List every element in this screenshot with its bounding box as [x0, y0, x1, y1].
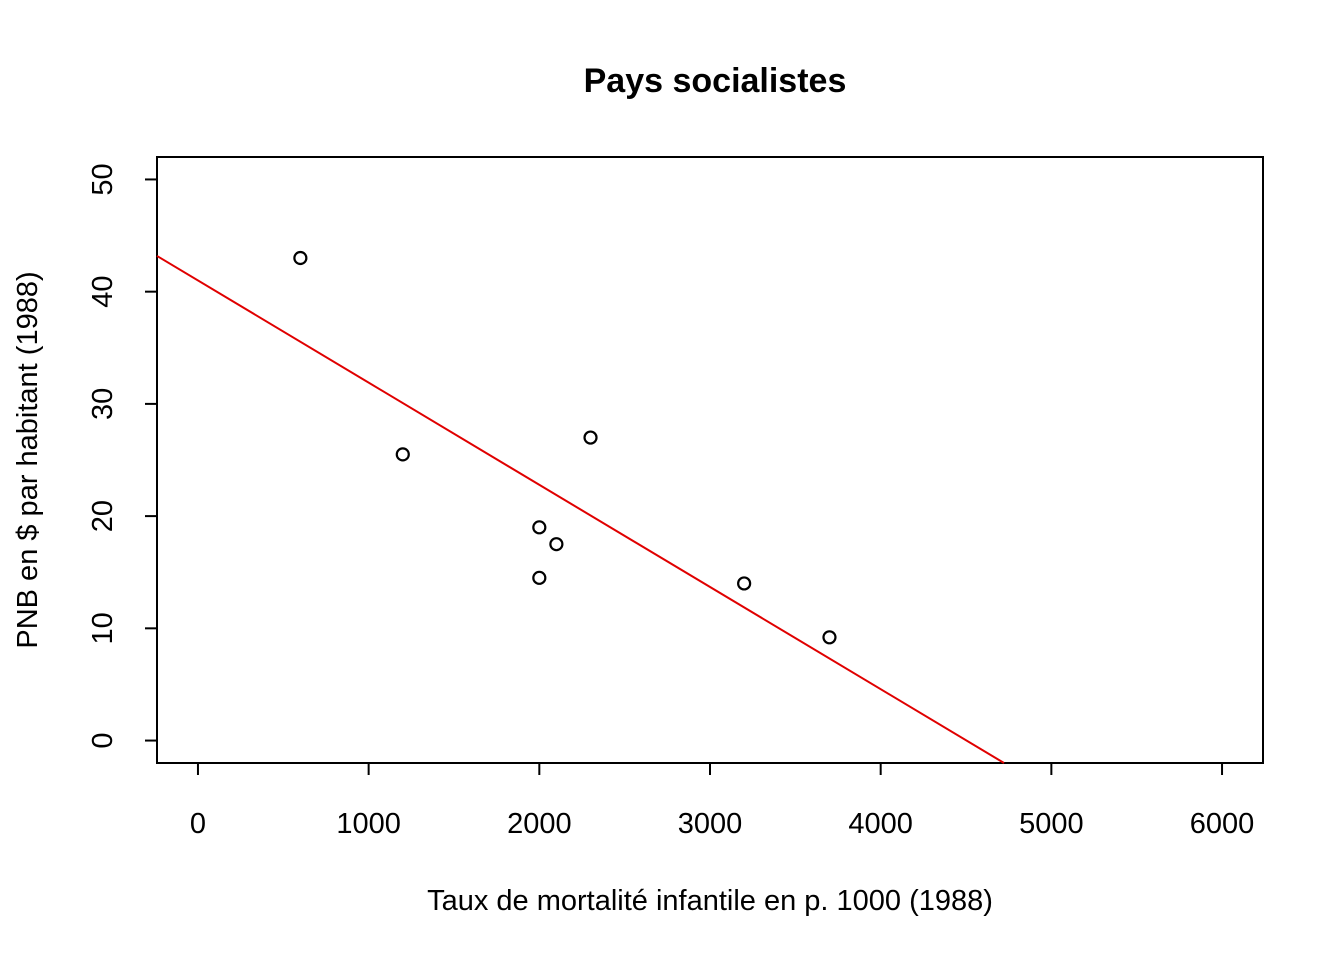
- x-tick-label: 0: [190, 808, 206, 840]
- x-axis-label: Taux de mortalité infantile en p. 1000 (…: [427, 885, 993, 917]
- x-axis: 0 1000 2000 3000 4000 5000 6000: [190, 762, 1255, 840]
- data-point: [532, 570, 547, 585]
- data-point: [395, 447, 410, 462]
- x-tick-label: 2000: [507, 808, 572, 840]
- y-tick-label: 40: [87, 276, 119, 308]
- y-tick-label: 10: [87, 612, 119, 644]
- plot-frame: [156, 156, 1264, 764]
- data-point: [822, 630, 837, 645]
- x-tick-label: 3000: [678, 808, 743, 840]
- data-point: [293, 250, 308, 266]
- y-tick-label: 0: [87, 732, 119, 748]
- y-tick-label: 30: [87, 388, 119, 420]
- data-point: [532, 520, 547, 535]
- y-tick-label: 50: [87, 163, 119, 195]
- chart-title: Pays socialistes: [584, 62, 847, 100]
- y-tick-label: 20: [87, 500, 119, 532]
- points-layer: [293, 250, 837, 645]
- y-axis-label: PNB en $ par habitant (1988): [12, 271, 44, 648]
- data-point: [549, 537, 564, 552]
- x-tick-label: 6000: [1190, 808, 1255, 840]
- regression-line-layer: [156, 255, 1005, 764]
- data-point: [737, 576, 752, 591]
- regression-line: [156, 255, 1005, 764]
- x-tick-label: 4000: [848, 808, 913, 840]
- x-tick-label: 5000: [1019, 808, 1084, 840]
- data-point: [583, 430, 598, 445]
- y-axis: 0 10 20 30 40 50: [87, 163, 158, 749]
- x-tick-label: 1000: [336, 808, 401, 840]
